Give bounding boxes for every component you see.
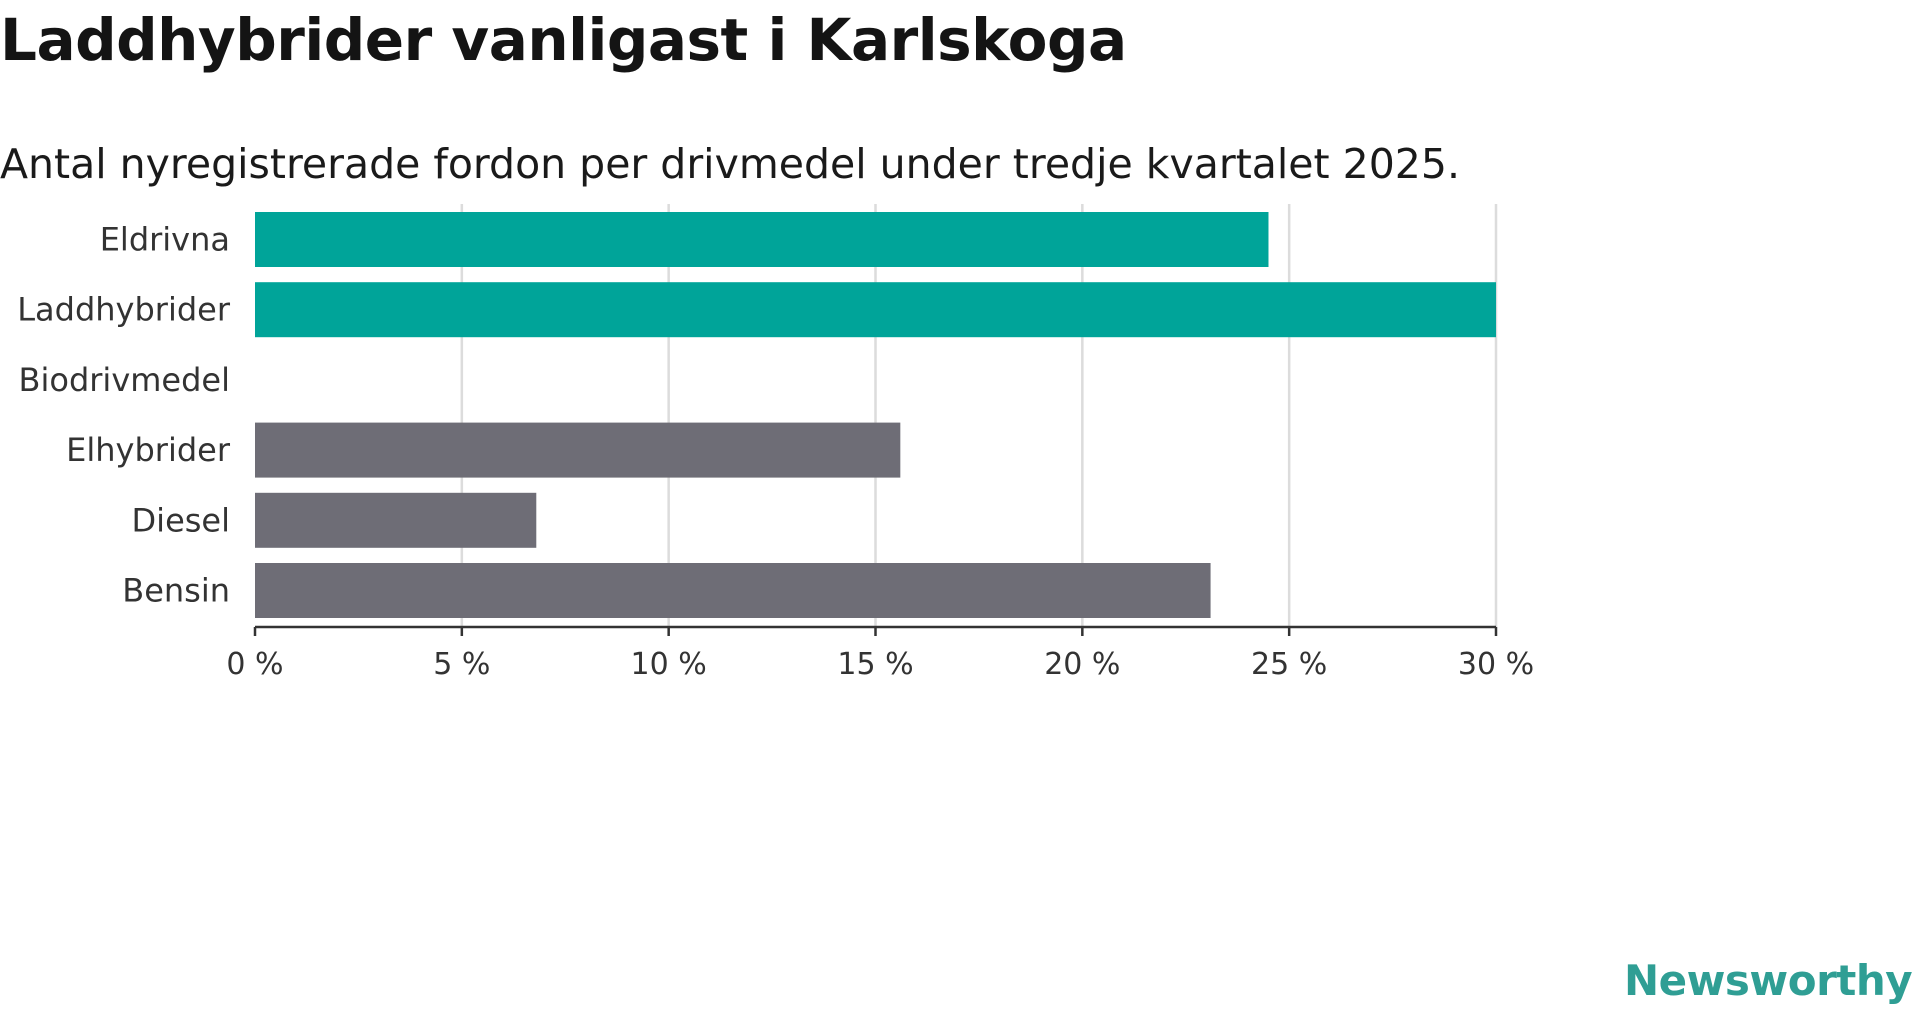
bar-diesel [255, 492, 537, 548]
chart-subtitle: Antal nyregistrerade fordon per drivmede… [0, 140, 1461, 188]
newsworthy-logo: Newsworthy [1612, 950, 1913, 1010]
category-labels: Eldrivna Laddhybrider Biodrivmedel Elhybrid… [17, 221, 231, 610]
x-tick-label: 25 % [1251, 647, 1327, 682]
category-label: Biodrivmedel [19, 361, 230, 399]
category-label: Eldrivna [100, 221, 230, 259]
gridlines [460, 204, 1498, 627]
chart-title: Laddhybrider vanligast i Karlskoga [0, 6, 1127, 74]
bar-eldrivna [255, 212, 1269, 267]
newsworthy-logo-text: Newsworthy [1624, 955, 1913, 1005]
x-tick-label: 30 % [1458, 647, 1534, 682]
category-label: Bensin [122, 572, 230, 610]
x-tick-label: 10 % [631, 647, 707, 682]
bar-chart: 0 % 5 % 10 % 15 % 20 % 25 % 30 % Eldrivna Laddh… [17, 204, 1534, 682]
x-tick-label: 20 % [1044, 647, 1120, 682]
category-label: Elhybrider [66, 431, 231, 469]
bar-laddhybrider [255, 282, 1496, 338]
bar-elhybrider [255, 422, 901, 478]
x-tick-label: 0 % [226, 647, 283, 682]
category-label: Diesel [132, 501, 230, 539]
category-label: Laddhybrider [17, 291, 231, 329]
x-tick-label: 5 % [433, 647, 490, 682]
x-tick-label: 15 % [837, 647, 913, 682]
bar-bensin [255, 563, 1211, 618]
bars [255, 212, 1496, 618]
x-axis: 0 % 5 % 10 % 15 % 20 % 25 % 30 % [226, 625, 1534, 682]
